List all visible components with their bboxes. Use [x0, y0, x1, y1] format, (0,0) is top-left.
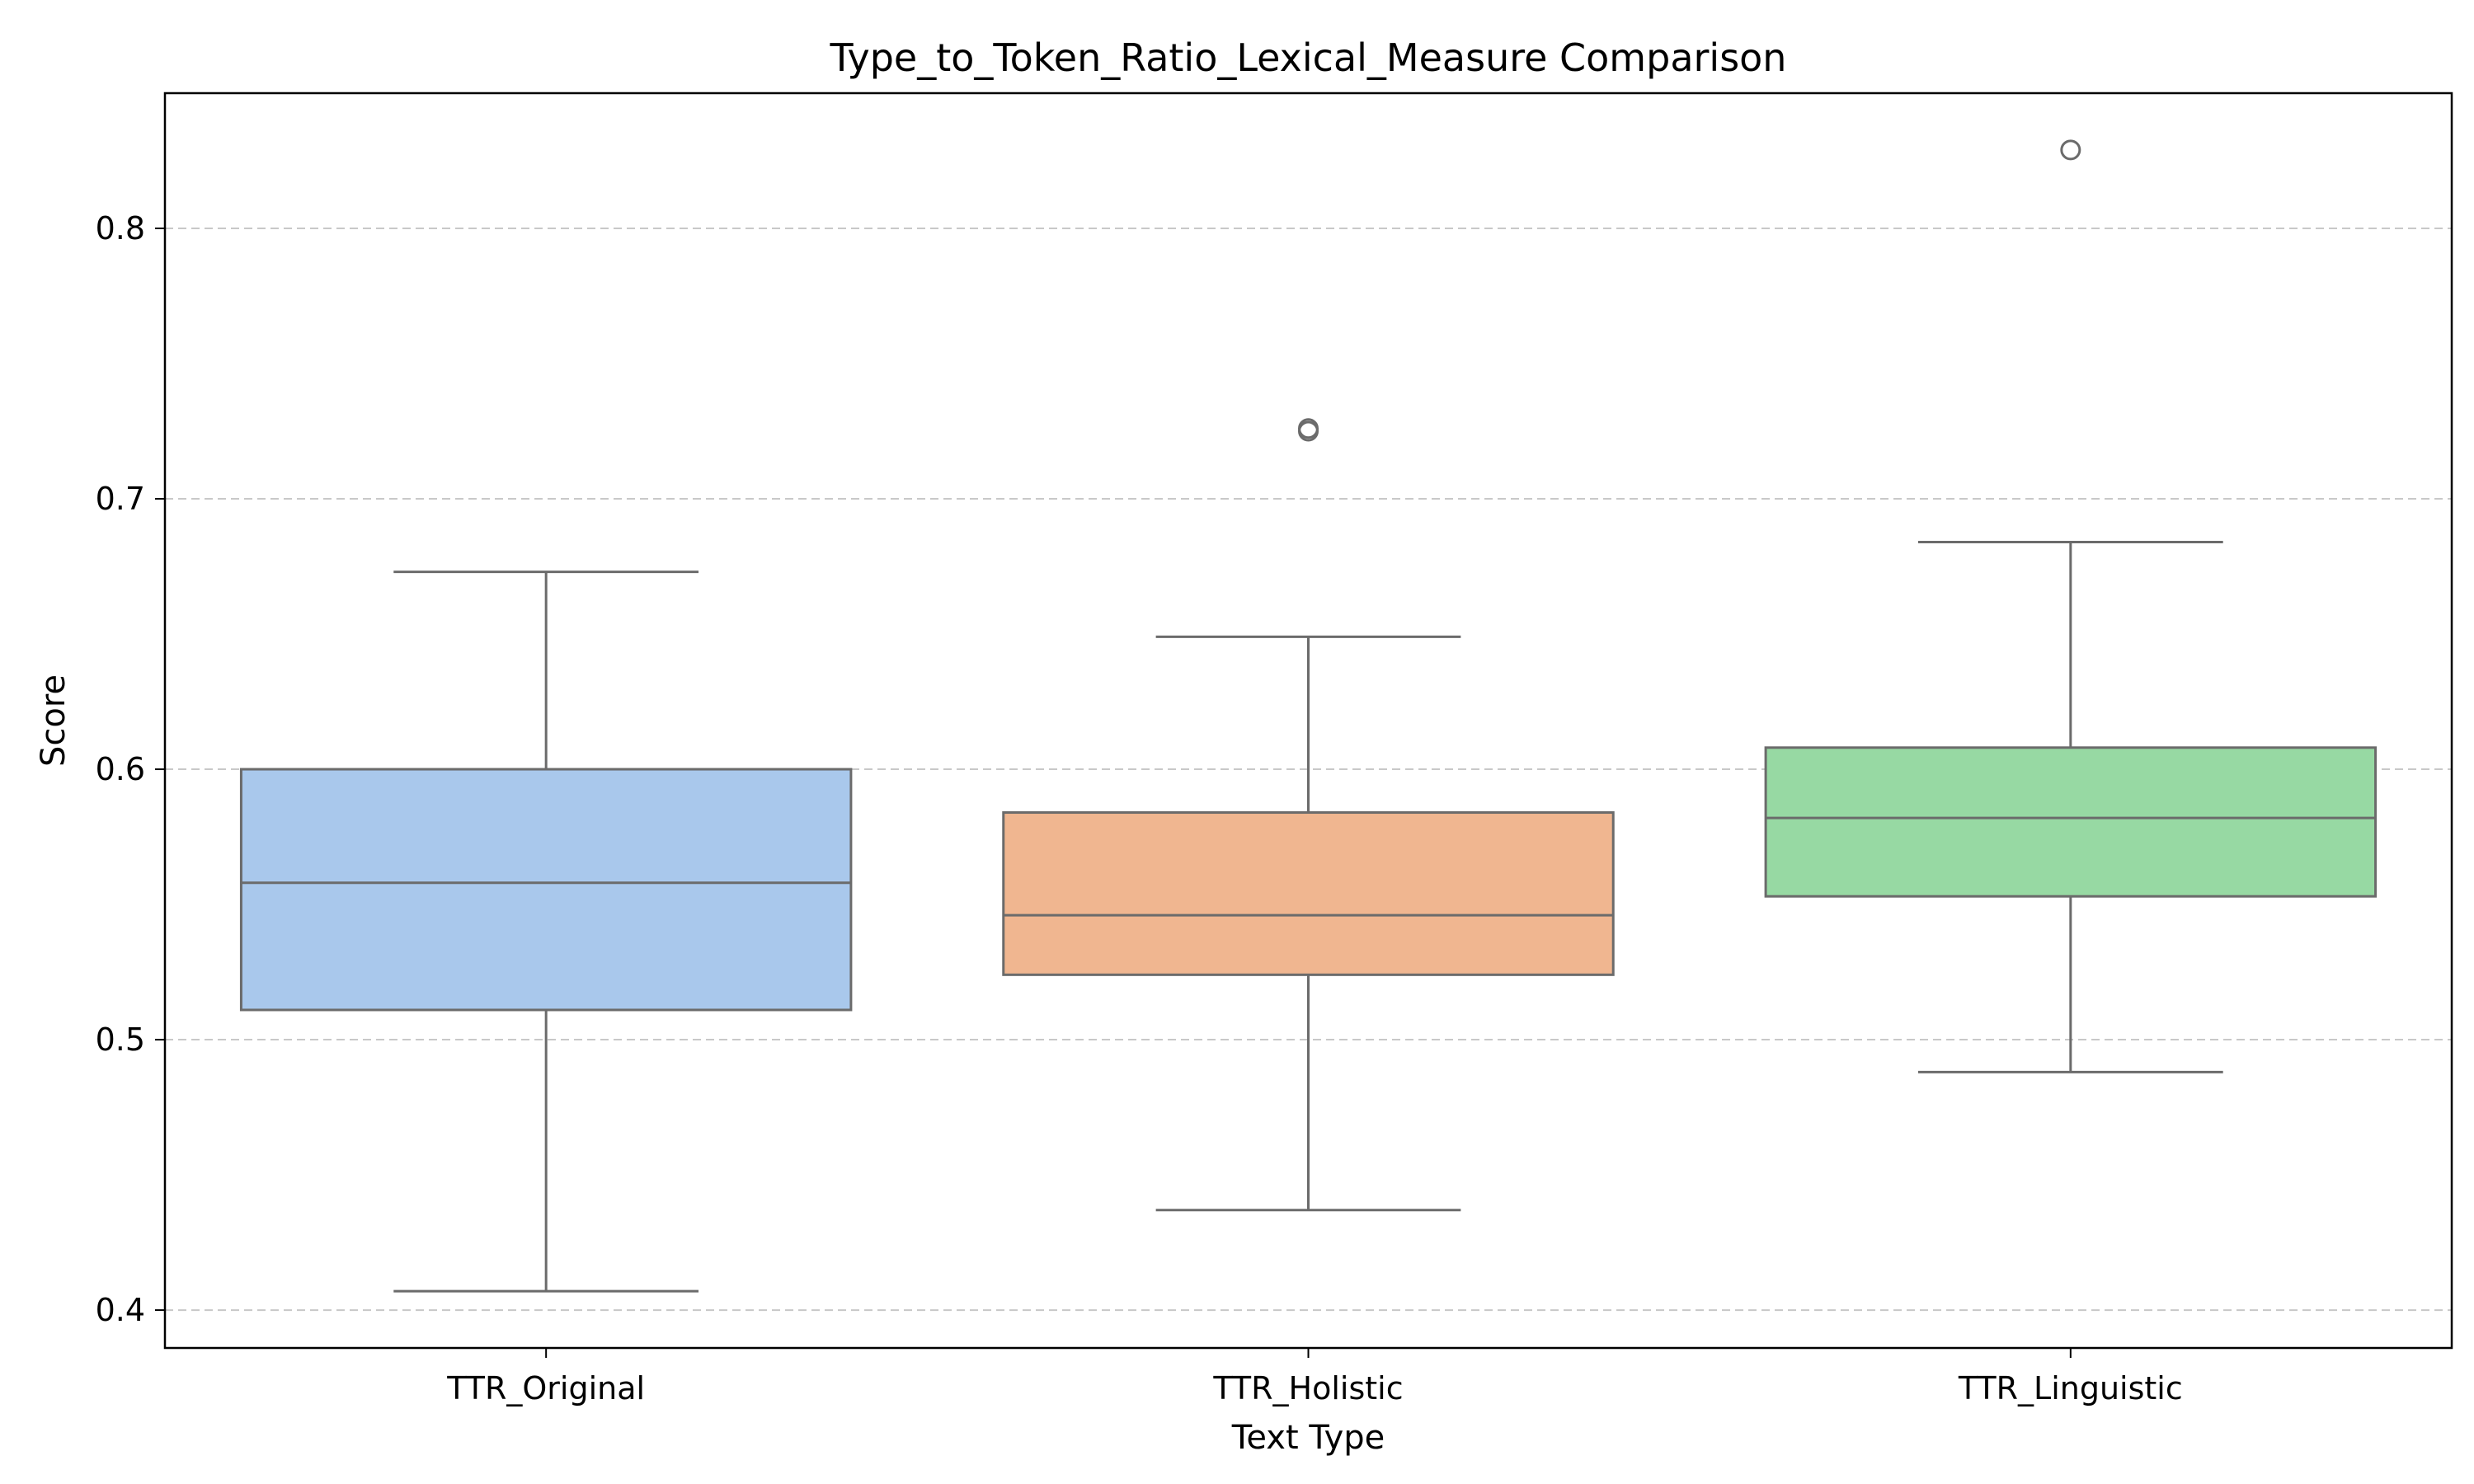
outlier-point — [1298, 418, 1319, 439]
box-group — [1764, 139, 2378, 1073]
chart-title: Type_to_Token_Ratio_Lexical_Measure Comp… — [830, 35, 1787, 80]
x-axis-ticks: TTR_Original TTR_Holistic TTR_Linguistic — [446, 1348, 2183, 1407]
box-group — [1002, 418, 1615, 1212]
y-tick-label: 0.5 — [96, 1021, 145, 1058]
boxes-layer — [239, 139, 2378, 1293]
x-axis-title: Text Type — [1231, 1419, 1385, 1457]
iqr-box — [1764, 746, 2378, 898]
y-tick-label: 0.6 — [96, 751, 145, 787]
x-tick-label: TTR_Holistic — [1212, 1370, 1403, 1407]
y-tick-label: 0.8 — [96, 210, 145, 247]
iqr-box — [1002, 811, 1615, 976]
y-axis-title: Score — [35, 674, 73, 767]
x-tick-label: TTR_Original — [446, 1370, 645, 1407]
y-tick-label: 0.7 — [96, 481, 145, 517]
x-tick-label: TTR_Linguistic — [1958, 1370, 2183, 1407]
iqr-box — [239, 768, 853, 1012]
outlier-point — [2060, 139, 2081, 161]
box-group — [239, 571, 853, 1293]
y-tick-label: 0.4 — [96, 1292, 145, 1328]
y-axis-ticks: 0.4 0.5 0.6 0.7 0.8 — [96, 210, 165, 1328]
